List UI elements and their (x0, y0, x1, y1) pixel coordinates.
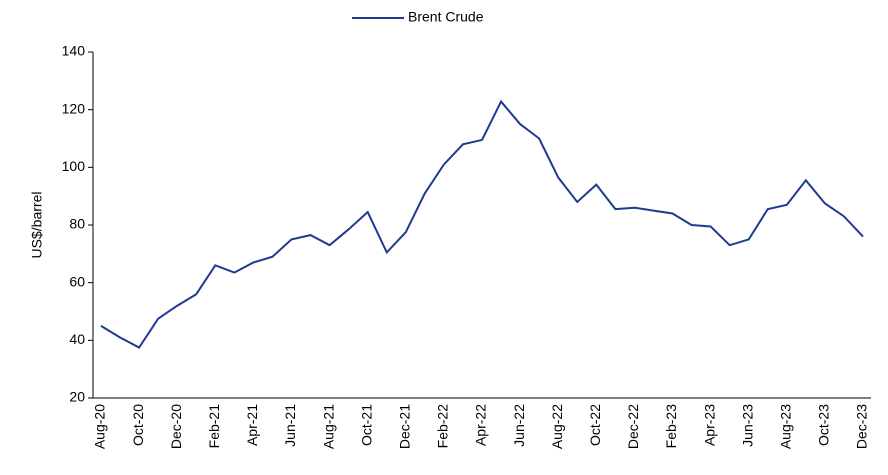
x-tick-label: Feb-22 (435, 404, 451, 449)
y-tick-label: 100 (62, 158, 86, 174)
x-tick-label: Apr-22 (473, 404, 489, 446)
x-tick-label: Feb-21 (206, 404, 222, 449)
line-series (100, 99, 864, 349)
x-tick-label: Aug-21 (320, 404, 336, 449)
x-tick-label: Aug-23 (778, 404, 794, 449)
y-tick-label: 40 (69, 331, 85, 347)
y-tick-label: 80 (69, 216, 85, 232)
x-tick-label: Oct-23 (816, 404, 832, 446)
y-tick-label: 20 (69, 389, 85, 405)
y-tick-label: 60 (69, 273, 85, 289)
x-tick-label: Dec-23 (854, 404, 870, 449)
x-tick-label: Jun-23 (739, 404, 755, 447)
x-tick-label: Feb-23 (663, 404, 679, 449)
x-tick-label: Oct-22 (587, 404, 603, 446)
x-tick-label: Oct-21 (358, 404, 374, 446)
legend-label: Brent Crude (408, 9, 484, 25)
x-tick-label: Apr-21 (244, 404, 260, 446)
x-tick-label: Aug-20 (92, 404, 108, 449)
x-tick-label: Apr-23 (701, 404, 717, 446)
x-tick-label: Aug-22 (549, 404, 565, 449)
x-tick-label: Oct-20 (130, 404, 146, 446)
y-tick-label: 120 (62, 100, 86, 116)
x-tick-label: Jun-21 (282, 404, 298, 447)
x-tick-label: Jun-22 (511, 404, 527, 447)
y-axis-label: US$/barrel (29, 192, 45, 259)
y-tick-label: 140 (62, 43, 86, 59)
x-tick-label: Dec-22 (625, 404, 641, 449)
x-tick-label: Dec-20 (168, 404, 184, 449)
x-tick-label: Dec-21 (397, 404, 413, 449)
